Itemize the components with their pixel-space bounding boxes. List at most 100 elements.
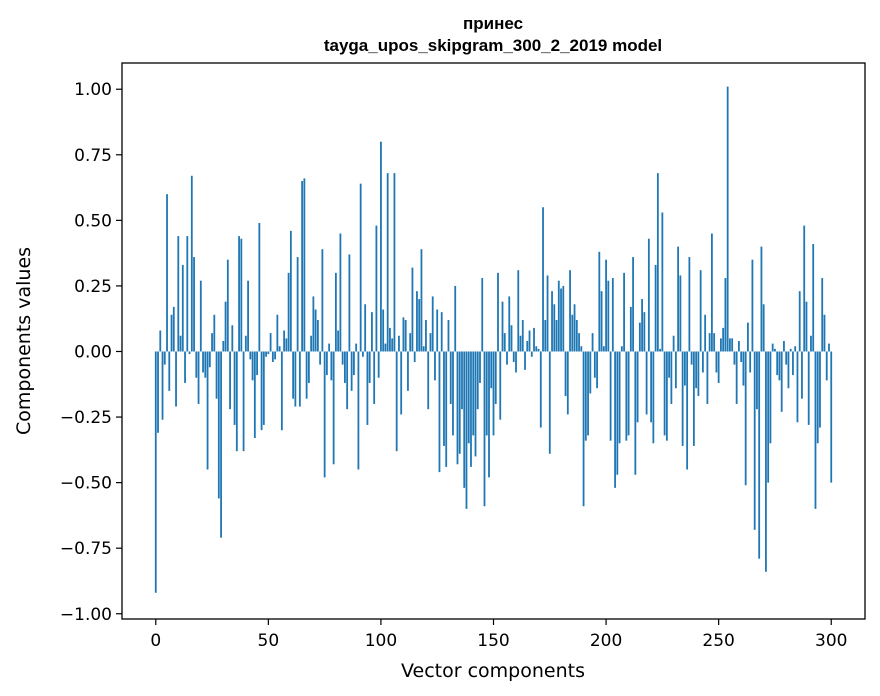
bar	[805, 301, 808, 352]
bar	[501, 301, 504, 352]
bar	[226, 259, 229, 352]
bar	[792, 351, 794, 376]
bar	[819, 351, 821, 428]
bar	[778, 351, 781, 381]
bar	[391, 338, 394, 352]
bar	[609, 351, 612, 441]
bar	[533, 327, 535, 352]
bar	[242, 351, 245, 452]
bar	[321, 249, 324, 352]
bar	[163, 351, 166, 365]
bar	[436, 309, 439, 352]
bar	[683, 351, 686, 386]
bar	[780, 351, 783, 412]
bar	[443, 351, 445, 446]
bar	[605, 259, 607, 352]
bar	[717, 351, 720, 383]
bar	[172, 306, 175, 352]
bar	[204, 351, 207, 378]
bar	[708, 333, 711, 352]
bar	[562, 285, 565, 352]
bar	[188, 351, 191, 355]
bar	[168, 351, 171, 391]
y-tick-label: 1.00	[74, 80, 112, 100]
bar	[528, 330, 531, 352]
bar	[470, 351, 472, 467]
bar	[659, 348, 662, 352]
bar	[789, 348, 792, 352]
bar	[452, 351, 454, 436]
bar	[557, 280, 560, 352]
bar	[591, 333, 594, 352]
bar	[449, 351, 452, 404]
bar	[170, 314, 173, 352]
bar	[812, 243, 815, 352]
y-tick-label: −1.00	[60, 605, 112, 625]
bar	[334, 272, 337, 352]
bar	[307, 351, 310, 383]
x-tick-label: 0	[150, 631, 161, 651]
bar	[720, 338, 722, 352]
bar	[483, 351, 486, 507]
bar	[420, 249, 423, 352]
bar	[208, 351, 211, 368]
bar	[186, 236, 189, 352]
bar	[627, 351, 630, 436]
bar	[564, 351, 567, 397]
bar	[600, 291, 603, 352]
bar	[249, 351, 252, 360]
bar	[632, 257, 634, 352]
bar	[647, 238, 650, 352]
x-tick-label: 100	[365, 631, 397, 651]
bar	[366, 351, 369, 425]
bar	[497, 272, 499, 352]
bar	[235, 351, 238, 452]
bar	[157, 351, 159, 433]
bar	[769, 351, 772, 444]
bar	[569, 270, 571, 352]
bar-series	[154, 86, 833, 593]
bar	[499, 351, 502, 420]
bar	[190, 175, 193, 352]
bar	[287, 272, 290, 352]
bar	[823, 314, 826, 352]
bar	[566, 351, 569, 415]
bar	[803, 225, 806, 352]
bar	[783, 341, 785, 352]
bar	[231, 325, 234, 352]
bar	[749, 351, 752, 373]
bar	[386, 173, 389, 352]
bar	[807, 351, 810, 425]
bar	[674, 351, 677, 389]
bar	[735, 351, 738, 404]
bar	[409, 333, 412, 352]
bar	[656, 173, 659, 352]
bar	[704, 314, 707, 352]
bar	[747, 322, 749, 352]
y-tick-label: 0.25	[74, 277, 112, 297]
bar	[402, 317, 405, 352]
bar	[722, 327, 725, 352]
bar	[206, 351, 209, 470]
bar	[519, 335, 522, 352]
bar	[776, 351, 779, 376]
bar	[197, 351, 200, 404]
bar	[440, 312, 443, 352]
bar	[447, 320, 450, 352]
bar	[670, 351, 673, 404]
chart-title-line1: принес	[463, 14, 523, 33]
bar	[177, 236, 180, 352]
bar	[247, 280, 249, 352]
bar	[701, 351, 704, 373]
bar	[348, 254, 351, 352]
bar	[587, 351, 589, 436]
bar	[357, 351, 360, 470]
bar	[506, 351, 508, 365]
bar	[375, 225, 378, 352]
bar	[474, 351, 477, 457]
bar	[314, 309, 317, 352]
bar	[229, 351, 231, 410]
bar	[217, 351, 220, 499]
bar	[661, 212, 664, 352]
